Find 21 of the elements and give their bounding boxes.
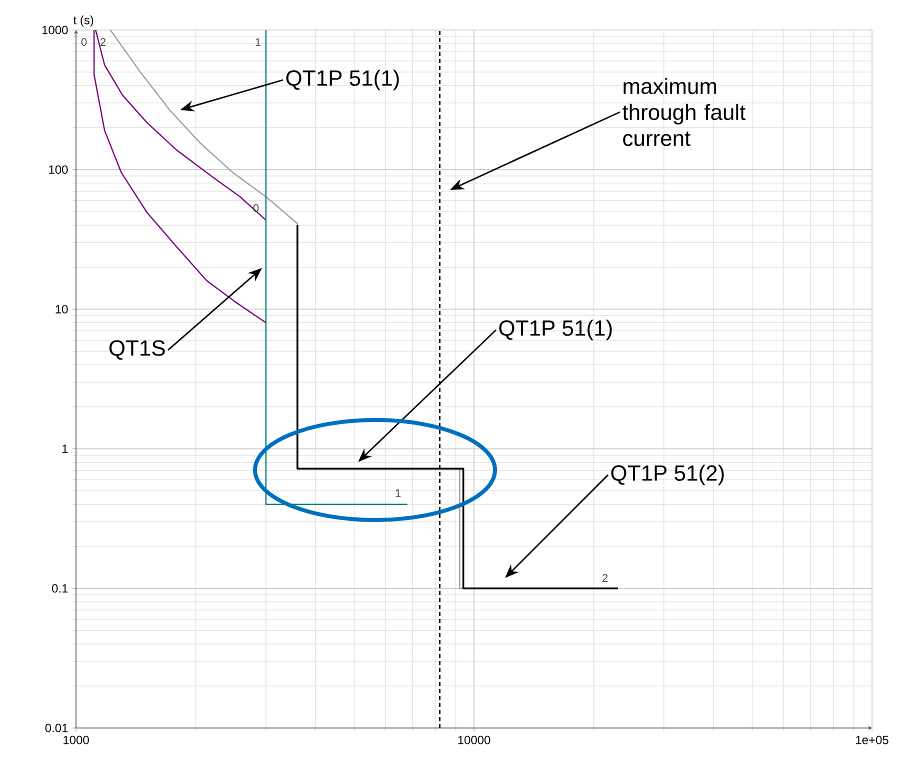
annotation: 1 — [256, 38, 261, 46]
annotation: 0 — [81, 38, 87, 46]
x-tick-label: 10000 — [458, 736, 490, 744]
y-axis-title: t (s) — [73, 16, 94, 27]
x-tick-label: 1e+05 — [856, 736, 888, 744]
annotation: 2 — [602, 574, 608, 582]
annotation: QT1S — [109, 340, 165, 360]
annotation: 1 — [396, 489, 401, 497]
annotation: QT1P 51(1) — [286, 70, 399, 90]
annotation: QT1P 51(2) — [611, 464, 724, 486]
annotation: QT1P 51(1) — [499, 320, 612, 340]
y-tick-label: 1000 — [42, 26, 68, 34]
y-tick-label: 0.1 — [52, 584, 68, 593]
y-tick-label: 10 — [56, 304, 68, 314]
y-tick-label: 0.01 — [45, 724, 68, 732]
y-tick-label: 100 — [49, 165, 68, 174]
annotation: 0 — [253, 204, 259, 212]
annotation: 2 — [100, 38, 106, 46]
x-tick-label: 1000 — [64, 736, 89, 744]
y-tick-label: 1 — [62, 444, 68, 453]
annotation: maximum through fault current — [622, 78, 746, 146]
